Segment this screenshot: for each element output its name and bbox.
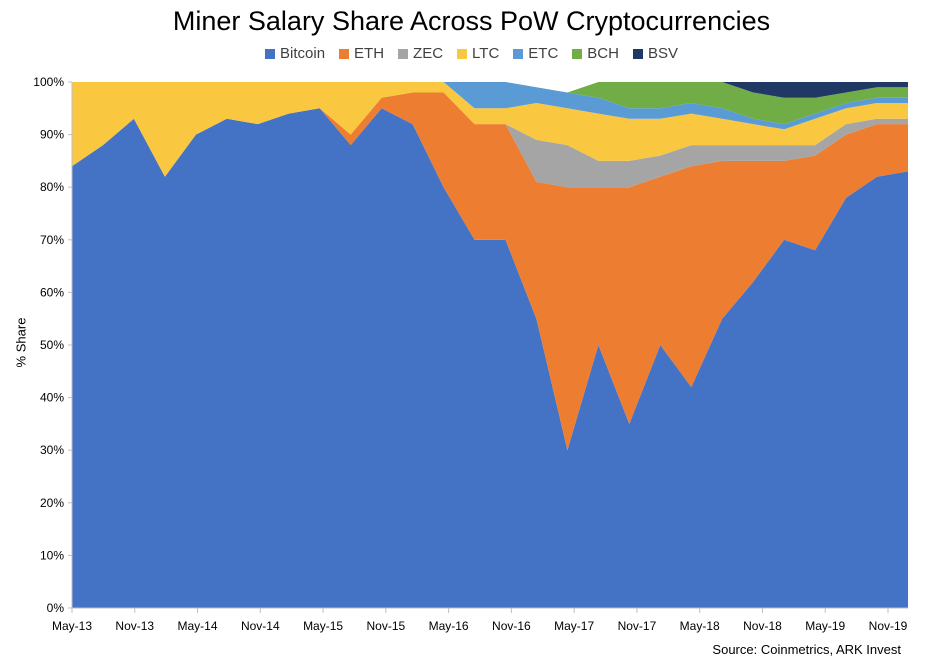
x-tick-label: Nov-18	[743, 619, 782, 633]
y-tick-label: 30%	[40, 443, 64, 457]
legend-item-etc: ETC	[513, 45, 558, 62]
legend-swatch	[457, 48, 468, 59]
area-eth	[72, 92, 908, 451]
legend-swatch	[398, 48, 409, 59]
x-tick-label: Nov-19	[869, 619, 908, 633]
area-bsv	[72, 82, 908, 98]
x-tick-label: May-14	[178, 619, 218, 633]
legend-label: BCH	[587, 45, 619, 62]
x-tick-label: May-15	[303, 619, 343, 633]
area-series-group	[72, 82, 908, 609]
legend-label: Bitcoin	[280, 45, 326, 62]
y-tick-label: 90%	[40, 128, 64, 142]
legend-label: ZEC	[413, 45, 444, 62]
source-note: Source: Coinmetrics, ARK Invest	[712, 642, 901, 657]
y-tick-label: 0%	[47, 601, 65, 615]
legend-label: BSV	[647, 45, 678, 62]
y-tick-label: 40%	[40, 391, 64, 405]
y-tick-label: 20%	[40, 496, 64, 510]
area-bch	[72, 82, 908, 125]
legend-label: ETH	[354, 45, 385, 62]
area-zec	[72, 92, 908, 188]
y-tick-label: 10%	[40, 548, 64, 562]
y-axis-title: % Share	[13, 317, 29, 368]
legend-label: ETC	[528, 45, 559, 62]
axes-group: 0% 10% 20% 30% 40% 50% 60% 70% 80% 90% 100% May-13 N…	[33, 75, 908, 633]
legend-item-zec: ZEC	[398, 45, 443, 62]
x-tick-label: Nov-15	[367, 619, 406, 633]
x-tick-label: May-19	[805, 619, 845, 633]
x-tick-label: May-18	[680, 619, 720, 633]
chart-title: Miner Salary Share Across PoW Cryptocurr…	[172, 6, 771, 36]
legend-item-ltc: LTC	[457, 45, 499, 62]
y-tick-label: 80%	[40, 180, 64, 194]
x-tick-label: Nov-14	[241, 619, 280, 633]
y-tick-label: 50%	[40, 338, 64, 352]
legend-swatch	[339, 48, 350, 59]
legend: Bitcoin ETH ZEC LTC ETC BCH BSV	[0, 45, 943, 62]
x-tick-label: Nov-16	[492, 619, 531, 633]
legend-swatch	[572, 48, 583, 59]
legend-swatch	[632, 48, 643, 59]
legend-label: LTC	[472, 45, 500, 62]
legend-item-eth: ETH	[339, 45, 384, 62]
y-tick-label: 100%	[33, 75, 64, 89]
x-tick-label: Nov-13	[115, 619, 154, 633]
legend-swatch	[513, 48, 524, 59]
legend-item-bsv: BSV	[632, 45, 678, 62]
x-tick-label: Nov-17	[618, 619, 657, 633]
x-tick-label: May-17	[554, 619, 594, 633]
legend-item-bch: BCH	[572, 45, 619, 62]
x-tick-label: May-13	[52, 619, 92, 633]
area-etc	[72, 82, 908, 130]
x-tick-label: May-16	[429, 619, 469, 633]
area-bitcoin	[72, 108, 908, 609]
y-tick-label: 70%	[40, 233, 64, 247]
legend-item-bitcoin: Bitcoin	[265, 45, 325, 62]
area-ltc	[72, 82, 908, 177]
y-tick-label: 60%	[40, 285, 64, 299]
legend-swatch	[265, 48, 276, 59]
